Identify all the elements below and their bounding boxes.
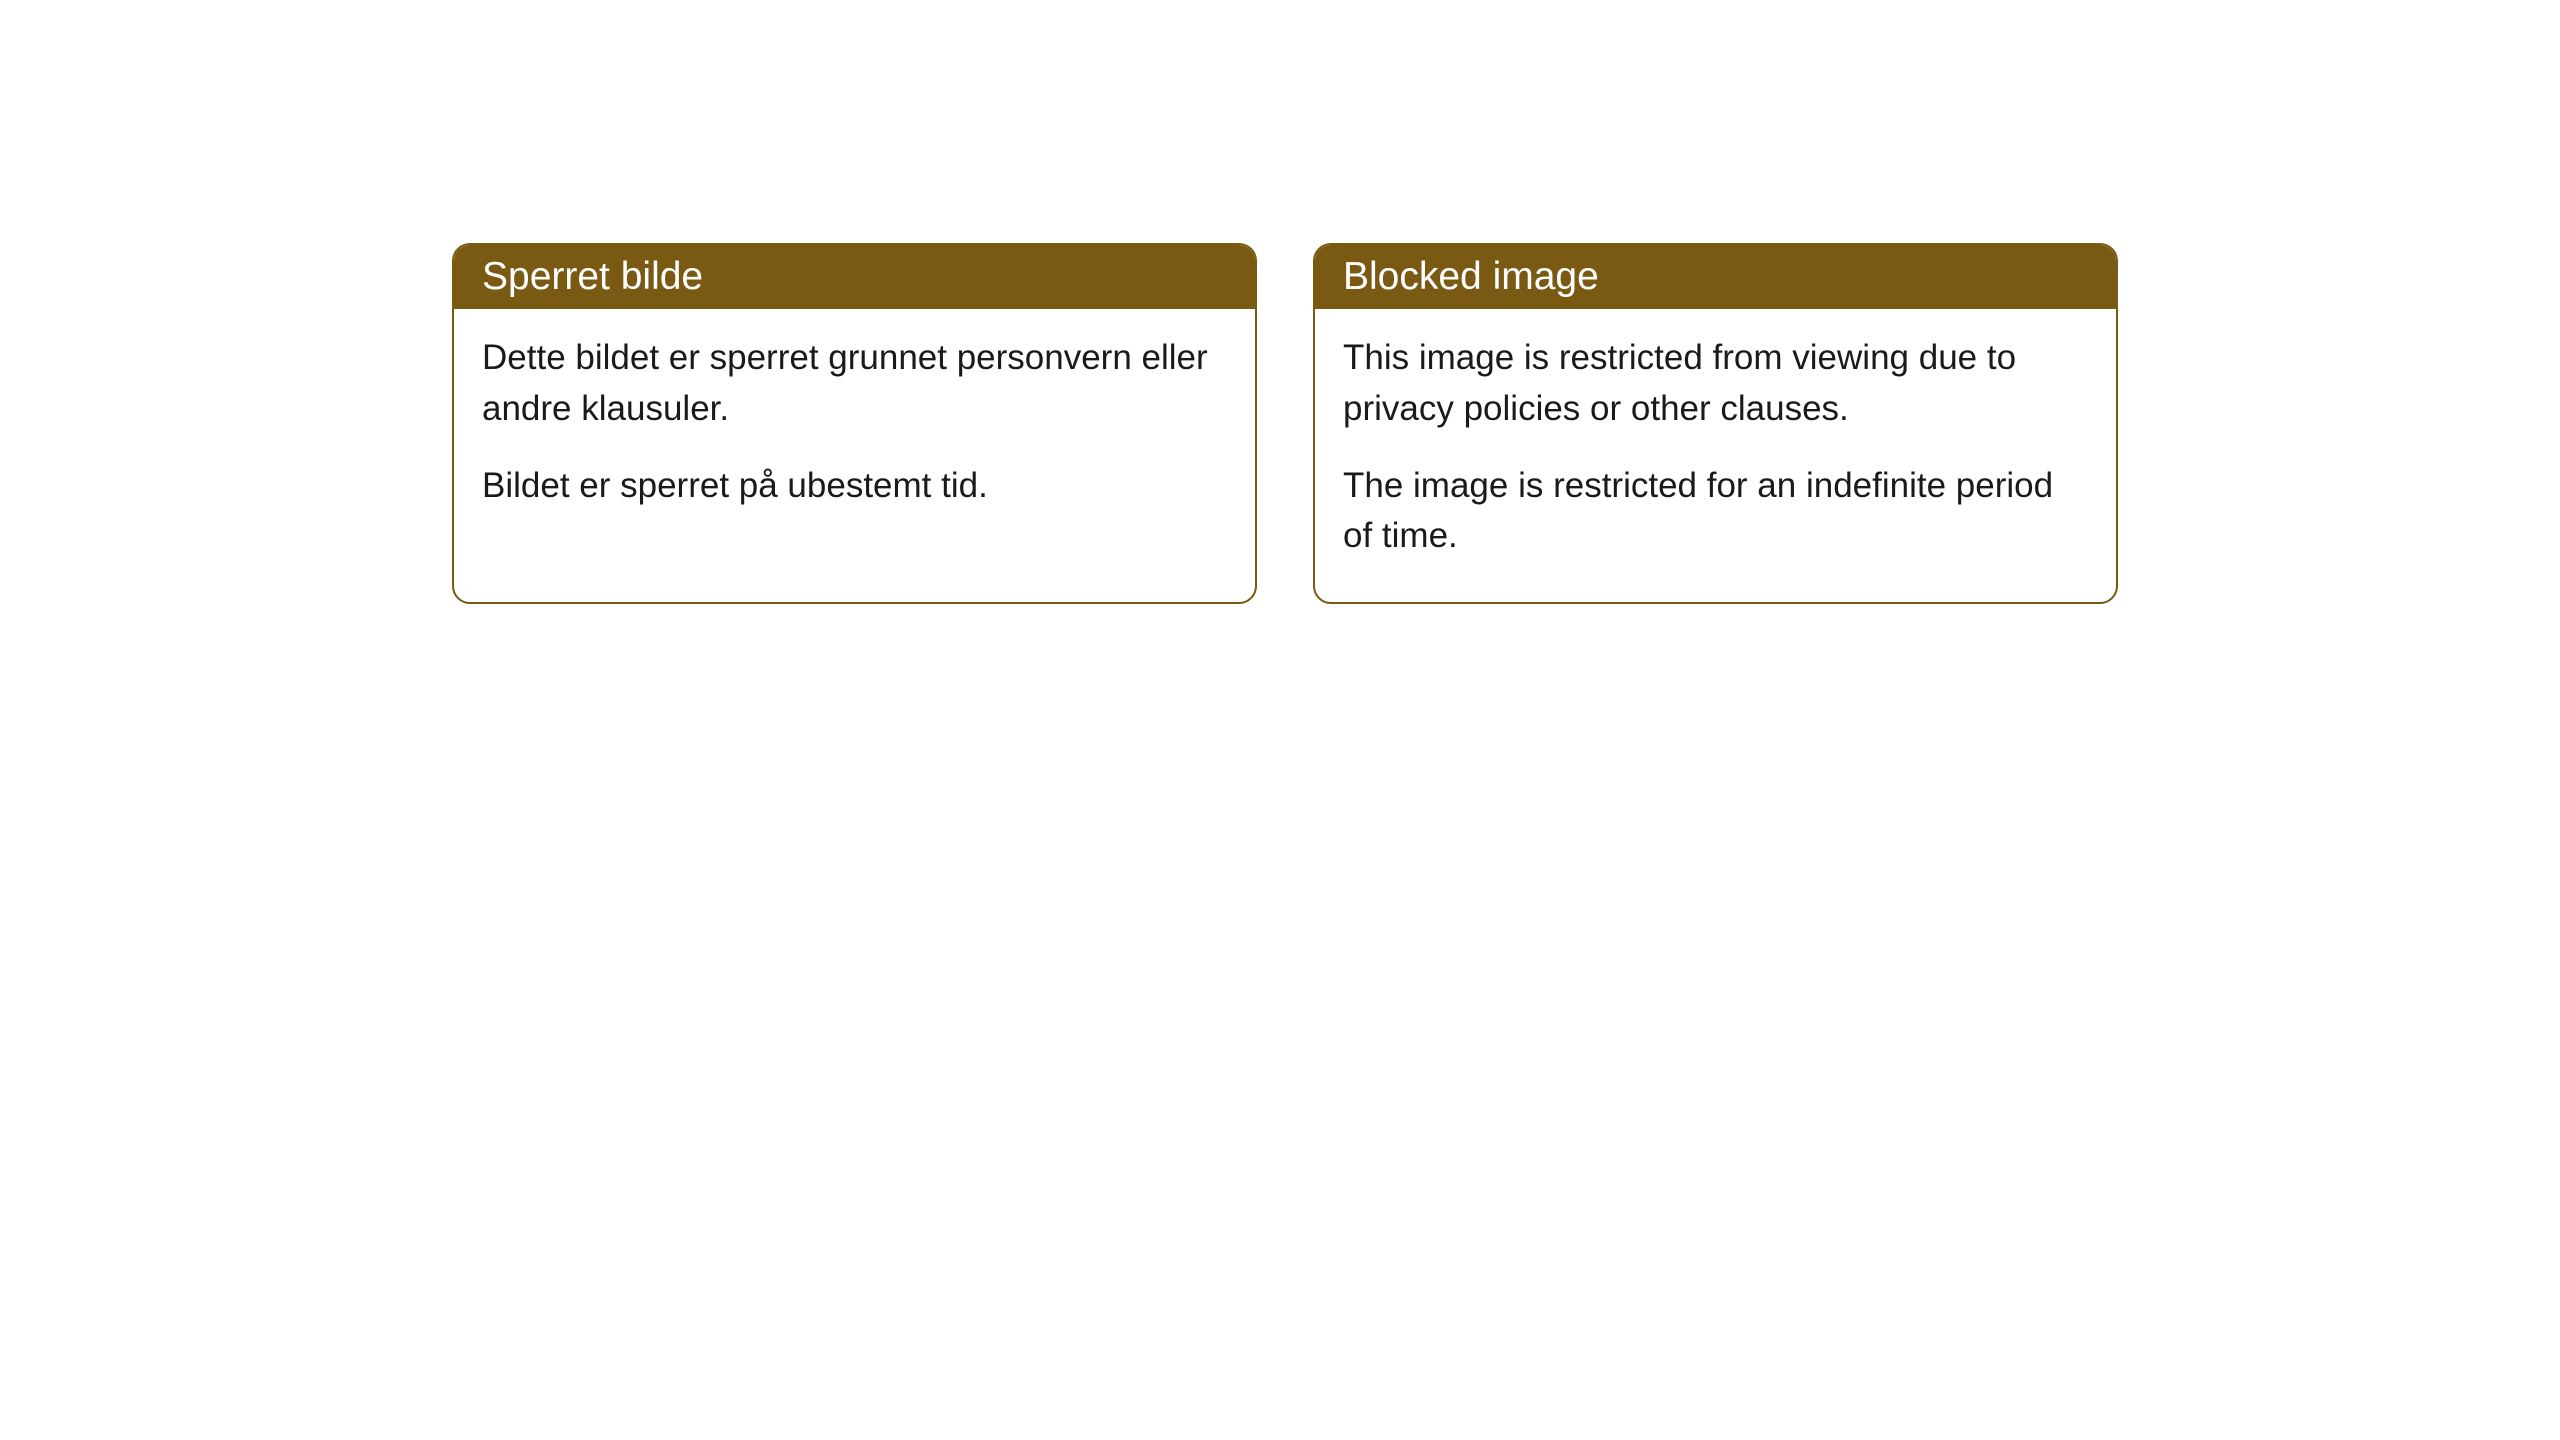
card-paragraph-norwegian-1: Dette bildet er sperret grunnet personve… (482, 333, 1227, 435)
card-body-norwegian: Dette bildet er sperret grunnet personve… (454, 309, 1255, 551)
card-body-english: This image is restricted from viewing du… (1315, 309, 2116, 602)
card-paragraph-norwegian-2: Bildet er sperret på ubestemt tid. (482, 461, 1227, 512)
card-header-english: Blocked image (1315, 245, 2116, 309)
card-paragraph-english-1: This image is restricted from viewing du… (1343, 333, 2088, 435)
card-title-norwegian: Sperret bilde (482, 255, 703, 298)
card-blocked-image-norwegian: Sperret bilde Dette bildet er sperret gr… (452, 243, 1257, 604)
card-title-english: Blocked image (1343, 255, 1599, 298)
card-paragraph-english-2: The image is restricted for an indefinit… (1343, 461, 2088, 563)
card-header-norwegian: Sperret bilde (454, 245, 1255, 309)
card-blocked-image-english: Blocked image This image is restricted f… (1313, 243, 2118, 604)
cards-container: Sperret bilde Dette bildet er sperret gr… (452, 243, 2118, 604)
